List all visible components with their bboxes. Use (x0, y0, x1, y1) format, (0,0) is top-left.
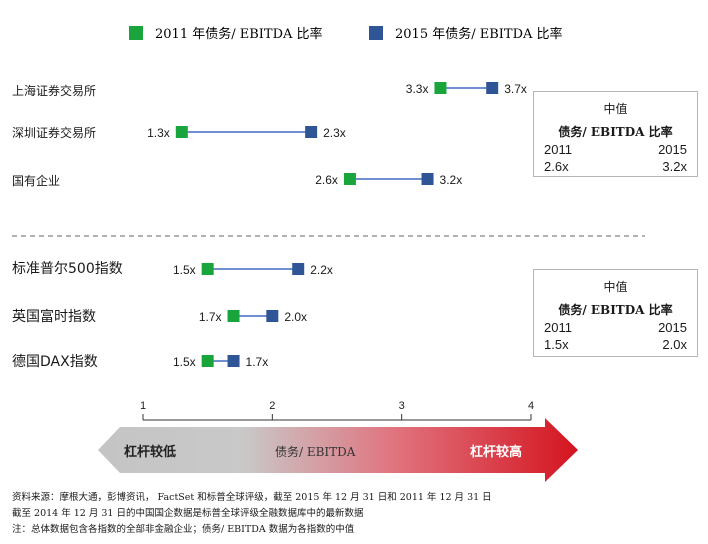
median-box-title: 中值 (603, 102, 628, 116)
value-label-2011: 1.5x (173, 263, 196, 277)
marker-2015 (421, 173, 434, 185)
row-label: 深圳证券交易所 (12, 125, 96, 140)
row-label: 国有企业 (12, 173, 60, 188)
marker-2011 (227, 310, 240, 322)
value-label-2011: 1.5x (173, 355, 196, 369)
median-col2-value: 3.2x (662, 159, 687, 174)
median-box-subtitle: 债务/ EBITDA 比率 (558, 125, 673, 139)
median-col1-value: 1.5x (544, 337, 569, 352)
value-label-2015: 2.3x (323, 126, 346, 140)
median-box-title: 中值 (603, 280, 628, 294)
row-label: 上海证券交易所 (12, 83, 96, 98)
x-tick-label: 4 (528, 400, 534, 412)
footnote-remark: 注：总体数据包含各指数的全部非金融企业；债务/ EBITDA 数据为各指数的中值 (12, 524, 355, 535)
row-label: 标准普尔500指数 (12, 261, 123, 277)
value-label-2011: 2.6x (315, 173, 338, 187)
median-col2-value: 2.0x (662, 337, 687, 352)
median-box-top: 中值 债务/ EBITDA 比率 2011 2015 2.6x 3.2x (533, 91, 698, 177)
legend-label-2015: 2015 年债务/ EBITDA 比率 (395, 26, 563, 42)
legend-swatch-2011 (129, 26, 143, 40)
row-label: 英国富时指数 (12, 308, 96, 325)
marker-2011 (343, 173, 356, 185)
marker-2015 (486, 82, 499, 94)
leverage-arrow (98, 418, 578, 482)
marker-2011 (201, 263, 214, 275)
value-label-2015: 2.2x (310, 263, 333, 277)
value-label-2011: 1.3x (147, 126, 170, 140)
legend-label-2011: 2011 年债务/ EBITDA 比率 (155, 26, 323, 42)
median-box-bottom: 中值 债务/ EBITDA 比率 2011 2015 1.5x 2.0x (533, 269, 698, 357)
arrow-mid-label: 债务/ EBITDA (275, 444, 356, 459)
footnote-data-note: 截至 2014 年 12 月 31 日的中国国企数据是标普全球评级全融数据库中的… (12, 508, 364, 519)
marker-2015 (305, 126, 318, 138)
marker-2015 (266, 310, 279, 322)
x-tick-label: 2 (269, 400, 275, 412)
value-label-2015: 2.0x (284, 310, 307, 324)
value-label-2011: 3.3x (406, 82, 429, 96)
value-label-2011: 1.7x (199, 310, 222, 324)
value-label-2015: 3.7x (504, 82, 527, 96)
value-label-2015: 1.7x (246, 355, 269, 369)
x-axis: 1 2 3 4 (140, 400, 534, 421)
marker-2015 (227, 355, 240, 367)
dumbbell-rows: 上海证券交易所 3.3x 3.7x 深圳证券交易所 1.3x 2.3x 国有企业 2.6x 3.… (12, 82, 527, 370)
median-col1-value: 2.6x (544, 159, 569, 174)
value-label-2015: 3.2x (440, 173, 463, 187)
row-label: 德国DAX指数 (12, 354, 98, 370)
legend-swatch-2015 (369, 26, 383, 40)
median-col1-head: 2011 (544, 142, 572, 157)
arrow-high-label: 杠杆较高 (470, 444, 522, 460)
median-col1-head: 2011 (544, 320, 572, 335)
footnote-source: 资料来源：摩根大通，彭博资讯， FactSet 和标普全球评级，截至 2015 … (12, 492, 492, 503)
arrow-low-label: 杠杆较低 (124, 444, 176, 460)
marker-2011 (201, 355, 214, 367)
x-tick-label: 1 (140, 400, 146, 412)
marker-2011 (175, 126, 188, 138)
marker-2011 (434, 82, 447, 94)
median-col2-head: 2015 (658, 320, 687, 335)
marker-2015 (292, 263, 305, 275)
x-tick-label: 3 (399, 400, 405, 412)
median-col2-head: 2015 (658, 142, 687, 157)
median-box-subtitle: 债务/ EBITDA 比率 (558, 303, 673, 317)
